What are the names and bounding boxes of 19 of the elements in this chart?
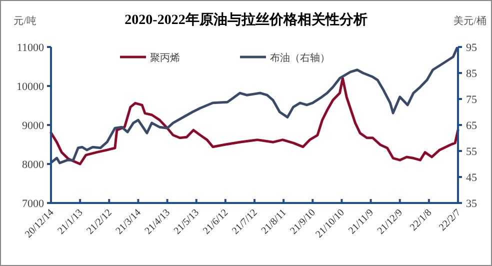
y2-tick-label: 45 <box>466 172 478 184</box>
y-tick-label: 7000 <box>22 198 44 210</box>
y2-tick-label: 55 <box>466 146 478 158</box>
y-tick-label: 9000 <box>22 120 44 132</box>
y2-tick-label: 75 <box>466 94 478 106</box>
legend-label: 聚丙烯 <box>150 52 180 64</box>
y2-axis-title: 美元/桶 <box>454 15 486 27</box>
y2-tick-label: 95 <box>466 42 478 54</box>
legend-label: 布油（右轴） <box>270 52 330 64</box>
y-tick-label: 8000 <box>22 159 44 171</box>
y-tick-label: 10000 <box>16 81 44 93</box>
y2-tick-label: 85 <box>466 68 478 80</box>
y-tick-label: 11000 <box>16 42 44 54</box>
chart-title: 2020-2022年原油与拉丝价格相关性分析 <box>124 11 368 28</box>
y-axis-title: 元/吨 <box>14 15 36 27</box>
line-series <box>50 76 460 166</box>
y2-tick-label: 35 <box>466 198 478 210</box>
line-series <box>50 46 458 164</box>
y2-tick-label: 65 <box>466 120 478 132</box>
